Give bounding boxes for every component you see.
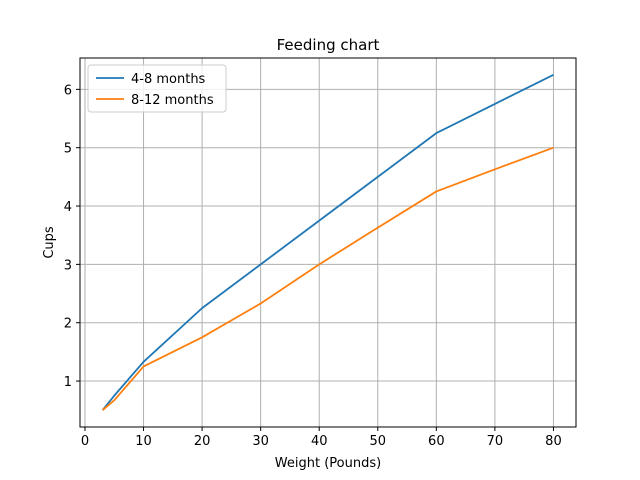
chart-title: Feeding chart	[277, 36, 380, 54]
x-tick-label: 20	[194, 434, 211, 449]
series-line-1	[101, 73, 554, 411]
legend-box	[87, 64, 227, 113]
y-tick-label: 1	[64, 375, 72, 390]
grid	[80, 58, 576, 427]
axes-frame	[79, 57, 577, 428]
y-tick-label: 6	[64, 83, 72, 98]
y-tick-label: 4	[64, 200, 72, 215]
legend-label: 8-12 months	[131, 93, 214, 108]
x-tick-label: 0	[81, 434, 89, 449]
series-line-2	[101, 146, 554, 411]
x-tick-label: 30	[252, 434, 269, 449]
ticks: 0 10 20 30 40 50 60 70 80 1 2 3 4 5 6	[64, 83, 562, 449]
y-axis-label: Cups	[42, 226, 57, 259]
y-tick-label: 3	[64, 258, 72, 273]
x-tick-label: 80	[545, 434, 562, 449]
x-tick-label: 10	[135, 434, 152, 449]
y-tick-label: 2	[64, 317, 72, 332]
legend: 4-8 months 8-12 months	[87, 64, 227, 113]
x-tick-label: 70	[487, 434, 504, 449]
x-axis-label: Weight (Pounds)	[275, 456, 381, 471]
legend-label: 4-8 months	[131, 72, 206, 87]
series-lines	[101, 73, 554, 411]
y-tick-label: 5	[64, 142, 72, 157]
x-tick-label: 50	[370, 434, 387, 449]
x-tick-label: 40	[311, 434, 328, 449]
x-tick-label: 60	[428, 434, 445, 449]
